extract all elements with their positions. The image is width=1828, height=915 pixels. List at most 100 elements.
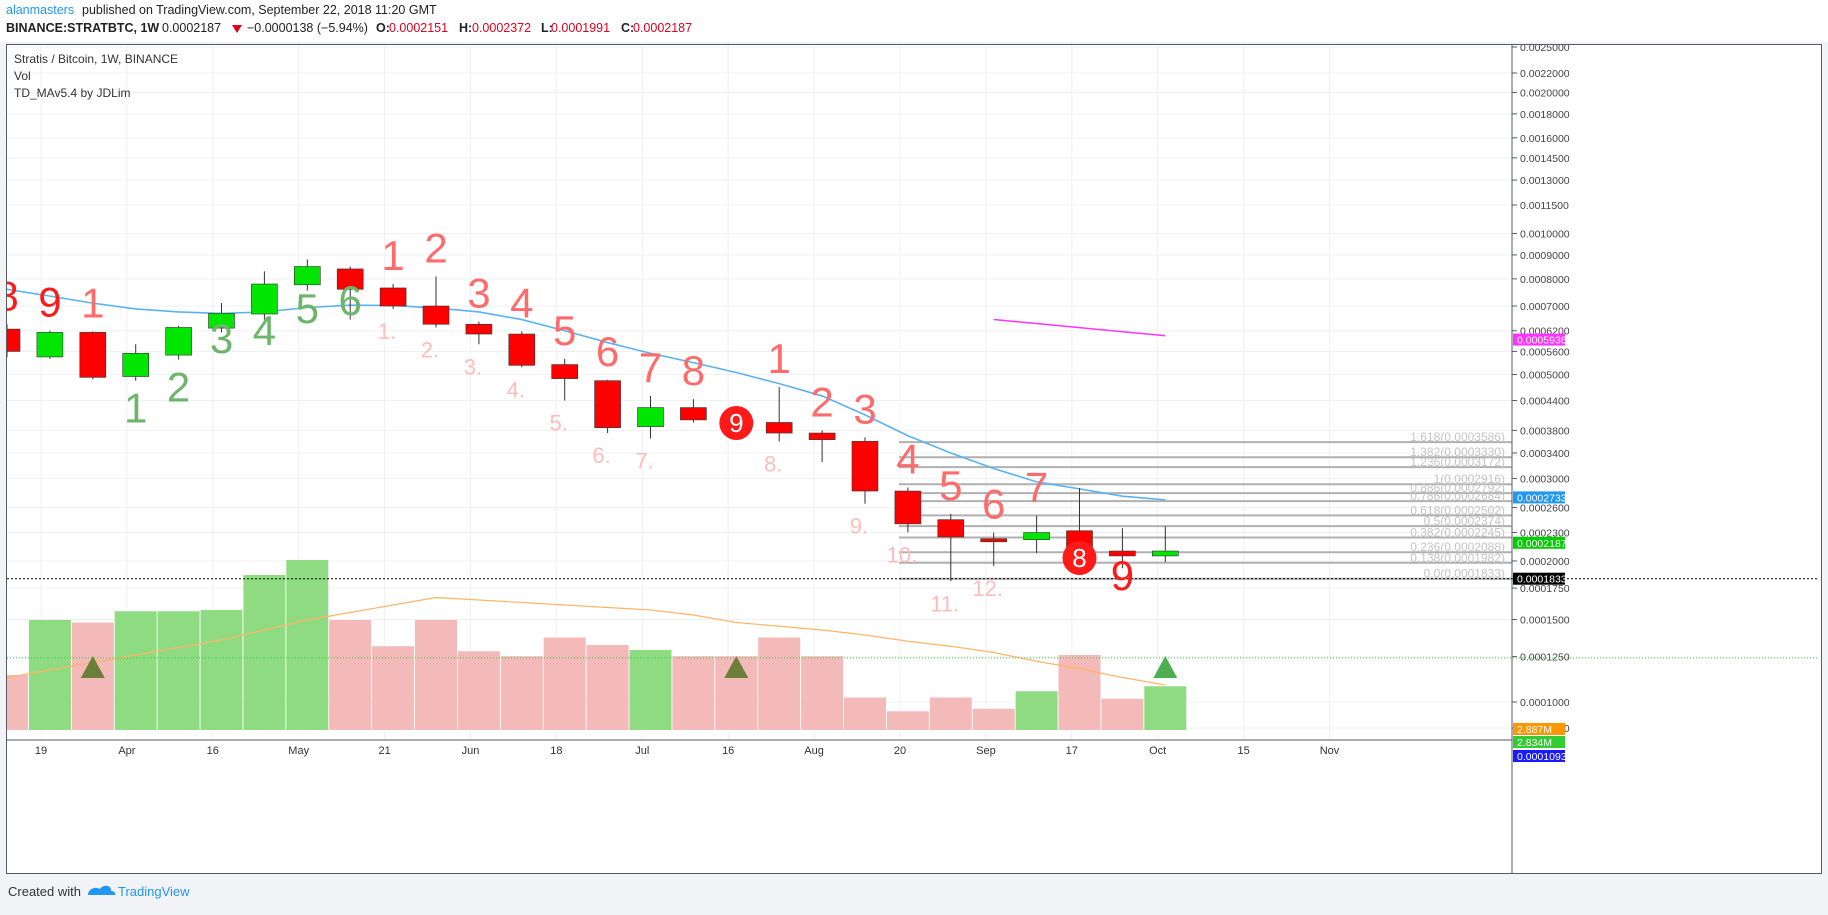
time-tick-label: Oct [1149,745,1166,757]
price-marker [1513,333,1565,346]
time-tick-label: May [288,745,309,757]
price-change: −0.0000138 (−5.94%) [247,21,368,35]
volume-bar [543,637,586,730]
fib-level-label: 0.786(0.0002684) [1410,489,1505,503]
td-count-label: 6 [982,481,1005,528]
price-marker-label: 0.0005936 [1517,335,1567,347]
volume-bar [329,620,372,730]
created-with-text: Created with [8,884,81,899]
ma-path [6,288,1166,501]
price-marker [1513,572,1565,585]
price-tick-label: 0.0008000 [1520,274,1570,286]
time-tick-label: 19 [35,745,47,757]
td-count-label: 2 [167,364,190,411]
price-tick-label: 0.0009000 [1520,250,1570,262]
td-count-label: 9 [729,408,743,438]
time-axis[interactable]: 19 Apr 16 May 21 Jun 18 Jul 16 Aug 20 Sep 17 Oct 15 Nov [7,739,1512,757]
candle-down [980,538,1008,543]
fib-level-label: 0.886(0.0002792) [1410,481,1505,495]
magenta-trend-line [993,318,1166,337]
candle-up [1152,550,1179,557]
volume-bar [844,697,886,730]
symbol-label: BINANCE:STRATBTC, 1W [6,21,159,35]
candle-down [551,364,579,379]
price-tick-label: 0.0003400 [1520,448,1570,460]
tradingview-link[interactable]: TradingView [118,884,190,899]
chart-legend: Stratis / Bitcoin, 1W, BINANCE Vol TD_MA… [14,52,178,100]
time-tick-label: Jun [462,745,480,757]
price-tick-label: 0.0022000 [1520,68,1570,80]
price-tick-label: 0.0002000 [1520,556,1570,568]
td-count-label: 5 [553,307,576,354]
triangle-marker-icon [1153,656,1178,678]
candle-up [208,313,235,329]
candle-down [336,268,364,290]
fib-level-label: 0.382(0.0002245) [1410,525,1505,539]
volume-bar [1058,655,1101,730]
chart-header: alanmasters published on TradingView.com… [0,0,1828,42]
volume-bar [672,656,715,730]
price-marker [1513,536,1565,549]
td-count-label: 4 [510,279,533,326]
td-count-circle [1062,541,1097,575]
candle-up [1023,532,1050,541]
volume-ma-line [6,596,1166,686]
price-marker-label: 2.887M [1517,724,1552,736]
volume-bar [372,646,415,730]
price-tick-label: 0.0005600 [1520,346,1570,358]
td-countdown-label: 12. [972,576,1003,601]
price-chart[interactable]: 1.618(0.0003586)1.382(0.0003330)1.236(0.… [0,42,1821,873]
footer: Created with TradingView [0,874,1828,910]
td-count-label: 9 [38,279,61,326]
ohlc-values: O: 0.0002151 H: 0.0002372 L: 0.0001991 C… [376,21,692,35]
price-marker [1513,736,1565,748]
price-tick-label: 0.0005000 [1520,370,1570,382]
price-scale[interactable]: 0.0025000 0.0022000 0.0020000 0.0018000 0.00… [1511,42,1570,873]
td-count-label: 8 [682,347,705,394]
candle-down [79,332,107,378]
td-countdown-label: 10. [887,543,918,568]
td-count-label: 3 [210,315,233,362]
candle-down [422,305,450,325]
td-count-label: 3 [467,270,490,317]
td-count-label: 1 [124,385,147,432]
candle-up [36,332,64,358]
chart-container[interactable]: 1.618(0.0003586) 1.382(0.0003330) 1.236(0.… [0,42,1822,874]
ohlc-label: O: [376,21,390,35]
td-countdown-label: 9. [850,514,868,539]
volume-bar [886,711,929,730]
price-tick-label: 0.0002300 [1520,528,1570,540]
time-tick-label: 18 [550,745,562,757]
fib-level-label: 0.0(0.0001833) [1424,567,1505,581]
volume-bar [972,708,1015,730]
candle-up [251,283,278,315]
ohlc-value: 0.0002187 [633,21,692,35]
candle-down [680,407,707,421]
ohlc-value: 0.0002151 [389,21,448,35]
volume-bar [114,611,157,730]
td-countdown-label: 6. [592,443,610,468]
volume-bar [758,637,801,730]
fib-level-label: 1.382(0.0003330) [1410,445,1505,459]
volume-bar [0,675,28,730]
td-countdown-label: 3. [464,354,482,379]
candle-down [808,432,836,440]
fib-level-label: 1.618(0.0003586) [1410,430,1505,444]
volume-bar [28,620,71,730]
price-tick-label: 0.0013000 [1520,175,1570,187]
ohlc-value: 0.0001991 [551,21,610,35]
td-count-label: 1 [81,279,104,326]
time-tick-label: 21 [378,745,390,757]
volume-bar [801,656,844,730]
td-countdown-label: 4. [507,377,525,402]
td-countdown-label: 2. [421,337,439,362]
td-count-label: 1 [768,335,791,382]
fib-level-label: 0.236(0.0002088) [1410,540,1505,554]
price-tick-label: 0.0010000 [1520,228,1570,240]
candle-down [937,519,965,538]
candle-up [293,266,321,286]
fib-level-label: 1(0.0002916) [1434,472,1505,486]
ohlc-label: L: [541,21,553,35]
price-marker-label: 0.0001833 [1517,574,1567,586]
author-link[interactable]: alanmasters [6,3,74,17]
